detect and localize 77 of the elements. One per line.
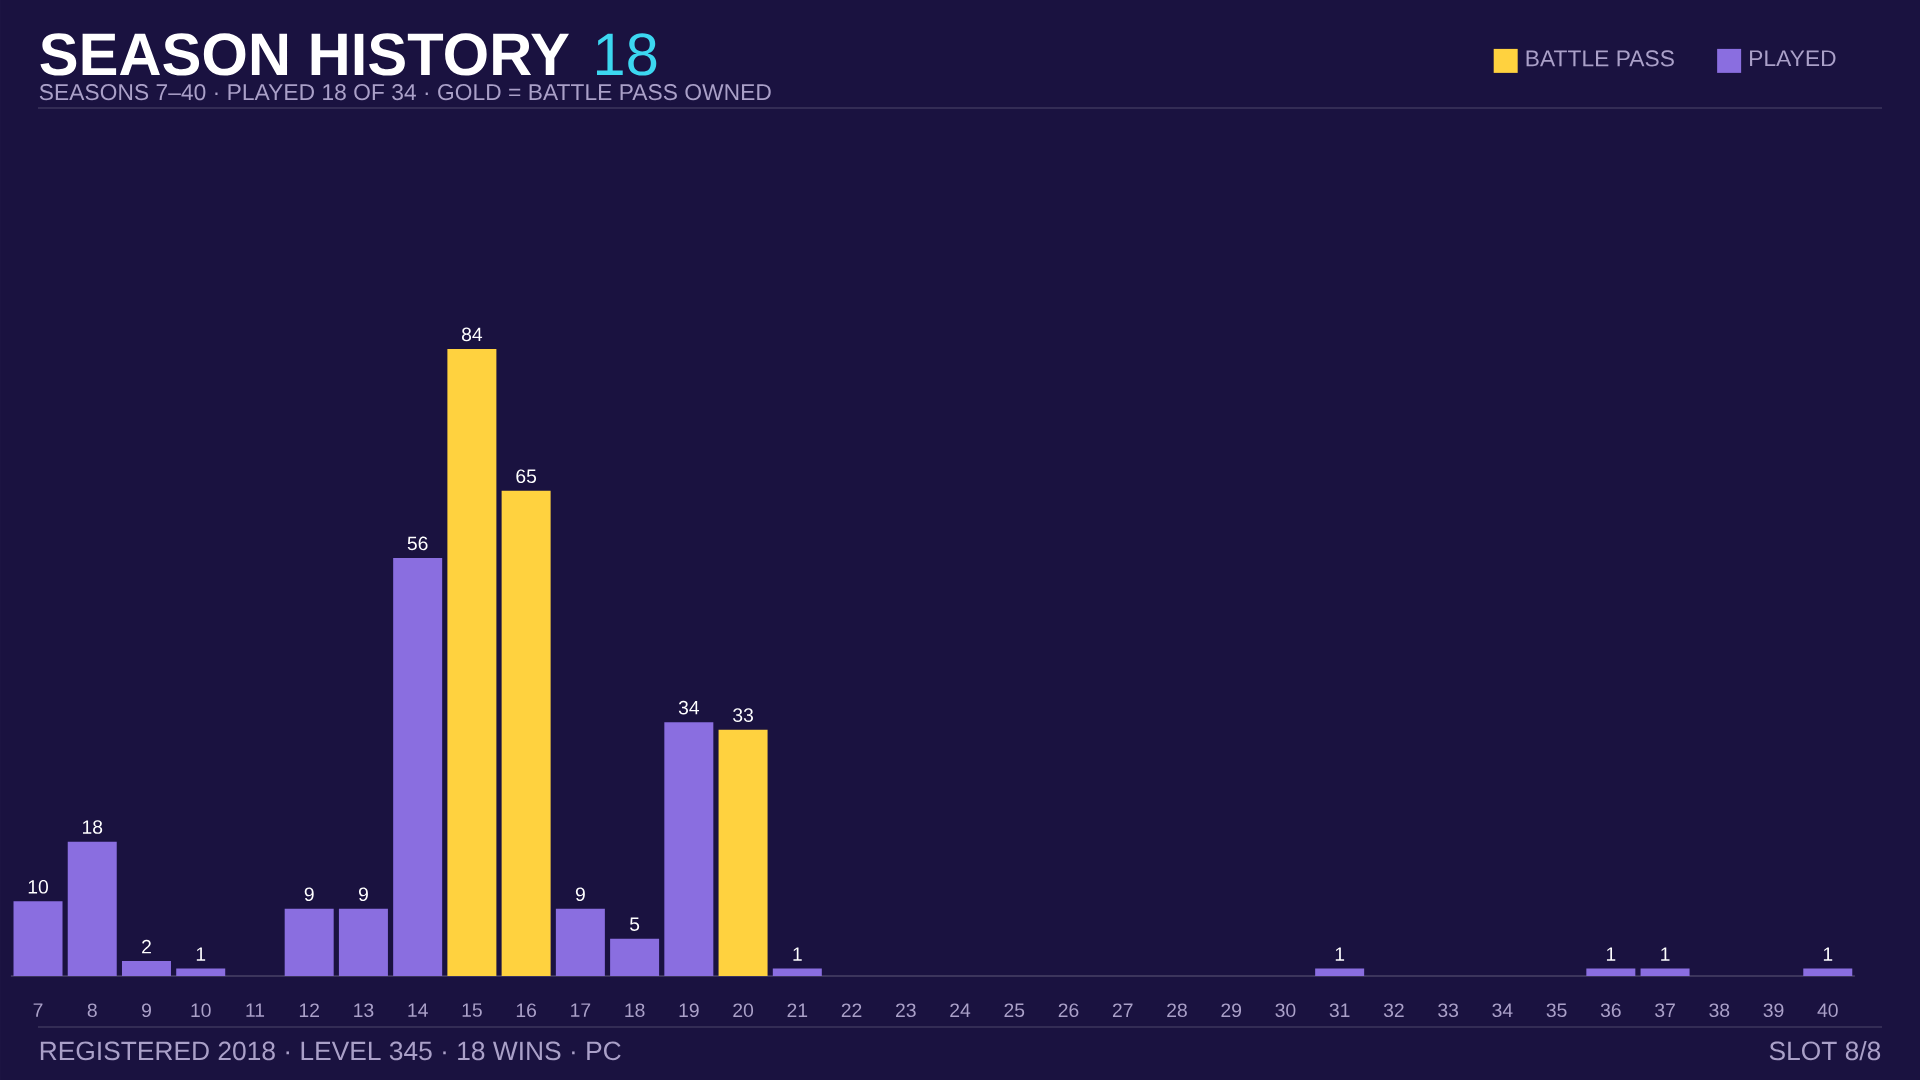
x-tick-label: 26 <box>1058 1003 1079 1018</box>
x-tick-label: 21 <box>787 1003 808 1017</box>
bar <box>121 961 171 976</box>
data-label: 9 <box>575 887 585 902</box>
bar <box>1586 968 1636 976</box>
data-label: 9 <box>304 887 314 902</box>
bar <box>772 968 822 976</box>
x-tick-label: 15 <box>462 1003 482 1017</box>
text: REGISTERED 2018 · LEVEL 345 · 18 WINS · PC <box>40 1041 621 1061</box>
data-label: 56 <box>407 536 428 551</box>
x-tick-label: 19 <box>679 1003 699 1018</box>
x-tick-label: 17 <box>571 1003 591 1017</box>
bar <box>338 908 388 976</box>
bar <box>393 557 443 976</box>
x-tick-label: 33 <box>1438 1003 1459 1018</box>
x-tick-label: 12 <box>299 1003 319 1017</box>
bar <box>447 349 497 976</box>
x-tick-label: 36 <box>1600 1003 1621 1018</box>
data-label: 84 <box>461 327 483 342</box>
bar <box>718 729 768 976</box>
x-tick-label: 18 <box>625 1003 645 1018</box>
x-tick-label: 38 <box>1709 1003 1730 1018</box>
data-label: 2 <box>142 939 151 954</box>
x-tick-label: 27 <box>1112 1003 1133 1017</box>
legend-label: PLAYED <box>1750 50 1836 67</box>
bar <box>610 938 660 976</box>
x-tick-label: 35 <box>1546 1003 1567 1018</box>
x-tick-label: 28 <box>1167 1003 1187 1018</box>
bar <box>1803 968 1853 976</box>
data-label: 34 <box>678 700 700 715</box>
legend-label: BATTLE PASS <box>1526 50 1674 67</box>
x-tick-label: 40 <box>1817 1003 1838 1018</box>
x-tick-label: 8 <box>87 1003 97 1018</box>
data-label: 65 <box>516 469 537 484</box>
data-label: 9 <box>358 887 368 902</box>
x-tick-label: 25 <box>1004 1003 1025 1018</box>
data-label: 1 <box>196 947 206 961</box>
data-label: 18 <box>82 820 103 834</box>
data-label: 10 <box>28 879 48 894</box>
data-label: 5 <box>630 917 640 931</box>
x-tick-label: 10 <box>191 1003 211 1018</box>
bar <box>1640 968 1690 976</box>
bar <box>176 968 226 976</box>
x-tick-label: 7 <box>33 1003 43 1017</box>
x-tick-label: 24 <box>950 1003 971 1017</box>
text: 18 <box>596 33 657 76</box>
chart-subtitle: SEASONS 7–40 · PLAYED 18 OF 34 · GOLD = BATTLE PASS OWNED <box>39 84 771 101</box>
bar <box>284 908 334 976</box>
x-tick-label: 37 <box>1655 1003 1675 1018</box>
data-label: 1 <box>793 947 802 961</box>
x-tick-label: 11 <box>246 1003 265 1017</box>
data-label: 1 <box>1823 947 1833 961</box>
x-tick-label: 13 <box>354 1003 374 1018</box>
bar <box>67 841 117 976</box>
x-tick-label: 20 <box>733 1003 754 1018</box>
data-label: 1 <box>1335 947 1345 961</box>
x-tick-label: 22 <box>841 1003 862 1017</box>
chart-title: SEASON HISTORY <box>40 33 569 76</box>
x-tick-label: 30 <box>1275 1003 1296 1018</box>
x-tick-label: 29 <box>1221 1003 1242 1018</box>
x-tick-label: 31 <box>1329 1003 1350 1018</box>
bar <box>664 722 714 976</box>
bar <box>13 901 63 976</box>
x-tick-label: 39 <box>1763 1003 1784 1018</box>
x-tick-label: 23 <box>896 1003 916 1018</box>
data-label: 1 <box>1606 947 1616 961</box>
x-tick-label: 34 <box>1492 1003 1513 1018</box>
data-label: 33 <box>733 708 753 722</box>
bar <box>555 908 605 976</box>
data-label: 1 <box>1661 947 1670 961</box>
x-tick-label: 14 <box>408 1003 428 1017</box>
bar <box>1315 968 1365 976</box>
x-tick-label: 9 <box>141 1003 151 1018</box>
text: SLOT 8/8 <box>1769 1040 1881 1061</box>
x-tick-label: 16 <box>516 1003 537 1018</box>
x-tick-label: 32 <box>1383 1003 1404 1018</box>
bar <box>501 490 551 976</box>
